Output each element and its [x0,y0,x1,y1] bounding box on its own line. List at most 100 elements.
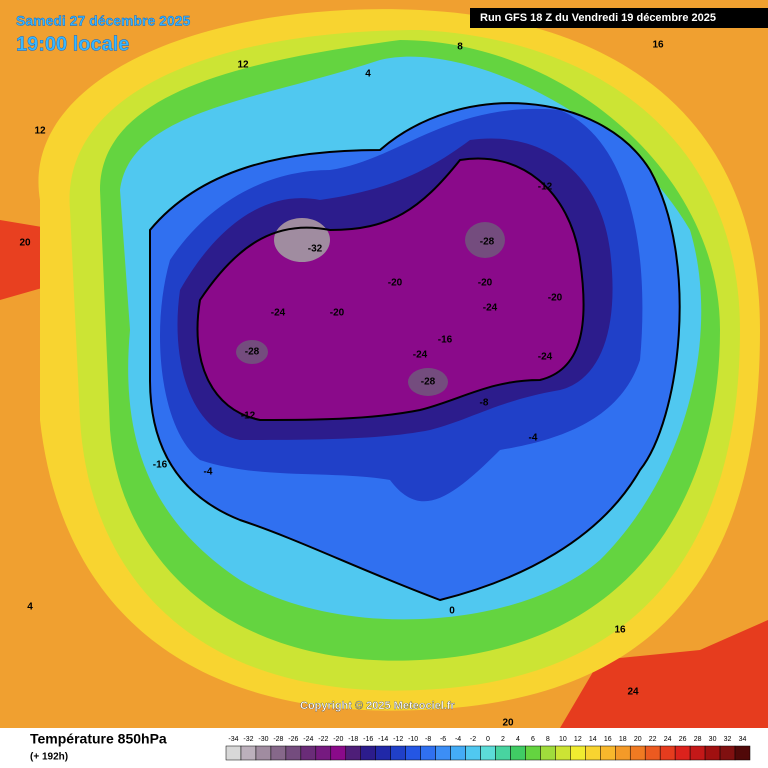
copyright: Copyright © 2025 Meteociel.fr [300,700,456,712]
contour-line [196,157,585,422]
legend-swatch [300,745,317,761]
time: 19:00 locale [16,33,129,55]
legend-label: -16 [363,736,373,743]
contour-label: -20 [330,308,345,319]
legend-label: 4 [516,736,520,743]
legend-swatch [629,745,646,761]
contour-label: -20 [548,293,563,304]
legend-label: 16 [604,736,612,743]
zone-minus-26 [236,340,268,364]
contour-label: 24 [627,687,639,698]
legend-label: 10 [559,736,567,743]
legend-swatch [390,745,406,761]
legend-label: -12 [393,736,403,743]
contour-label: 16 [614,625,626,636]
legend-label: 20 [634,736,642,743]
legend-label: 18 [619,736,627,743]
contour-label: -24 [483,303,498,314]
contour-line [149,102,681,602]
legend-label: -14 [378,736,388,743]
legend-swatch [315,745,332,761]
legend-label: 24 [664,736,672,743]
legend-swatch [555,745,571,761]
legend-swatch [585,745,601,761]
legend-swatch [704,745,721,761]
contour-label: -4 [204,467,213,478]
legend-swatch [495,745,511,761]
contour-label: -8 [480,398,489,409]
legend-label: 22 [649,736,657,743]
contour-label: -4 [529,433,538,444]
contour-label: -28 [480,237,495,248]
legend-swatch [719,745,736,761]
legend-label: -10 [408,736,418,743]
run-info: Run GFS 18 Z du Vendredi 19 décembre 202… [480,12,716,24]
run-box [470,8,768,28]
legend-swatch [435,745,451,761]
legend-swatch [615,745,631,761]
legend-swatch [450,745,466,761]
legend-swatch [570,745,586,761]
contour-label: -20 [388,278,403,289]
legend-label: 2 [501,736,505,743]
legend-swatch [674,745,691,761]
legend-swatch [689,745,706,761]
contour-label: 20 [502,718,514,729]
contour-label: 20 [19,238,31,249]
contour-label: -20 [478,278,493,289]
contour-label: 4 [365,69,371,80]
legend-label: -24 [303,736,313,743]
legend-swatch [255,745,272,761]
legend-swatch [525,745,541,761]
legend: -34 -32 -30 -28 -26 -24 -22 -20 -18 -16 -14 -12 -10-… [225,736,751,761]
legend-label: -22 [318,736,328,743]
contour-label: -32 [308,244,323,255]
legend-label: 6 [531,736,535,743]
contour-label: 8 [457,42,463,53]
zone-minus-26 [408,368,448,396]
contour-label: 16 [652,40,664,51]
legend-swatch [465,745,481,761]
legend-label: -20 [333,736,343,743]
zone-minus-30 [274,218,330,262]
footer-lead: (+ 192h) [30,752,68,763]
legend-swatch [330,745,347,761]
legend-label: -26 [288,736,298,743]
contour-label: -28 [421,377,436,388]
legend-label: 34 [739,736,747,743]
legend-label: 32 [724,736,732,743]
contour-label: -24 [271,308,286,319]
legend-swatch [240,745,257,761]
map-labels: -24 -28 -20 -24 -28 -24 -28 -24 -20 -16 -20 -12 -16 -… [19,40,664,729]
legend-label: 14 [589,736,597,743]
legend-swatch [510,745,526,761]
legend-swatch [405,745,421,761]
legend-label: -2 [470,736,476,743]
legend-swatch [225,745,242,761]
contour-label: -28 [245,347,260,358]
legend-swatch [600,745,616,761]
contour-label: -24 [413,350,428,361]
legend-swatch [644,745,661,761]
legend-swatch [285,745,302,761]
legend-label: 12 [574,736,582,743]
contour-label: 0 [449,606,455,617]
legend-swatch [345,745,361,761]
legend-swatch [375,745,391,761]
legend-label: -28 [273,736,283,743]
legend-label: -30 [258,736,268,743]
legend-label: -6 [440,736,446,743]
legend-swatch [360,745,376,761]
legend-label: -8 [425,736,431,743]
legend-swatch [734,745,751,761]
contour-label: -24 [538,352,553,363]
legend-label: -32 [243,736,253,743]
footer-title: Température 850hPa [30,731,167,747]
zone-minus-26 [465,222,505,258]
legend-swatch [540,745,556,761]
legend-label: 26 [679,736,687,743]
legend-label: -4 [455,736,461,743]
contour-label: -12 [241,411,256,422]
